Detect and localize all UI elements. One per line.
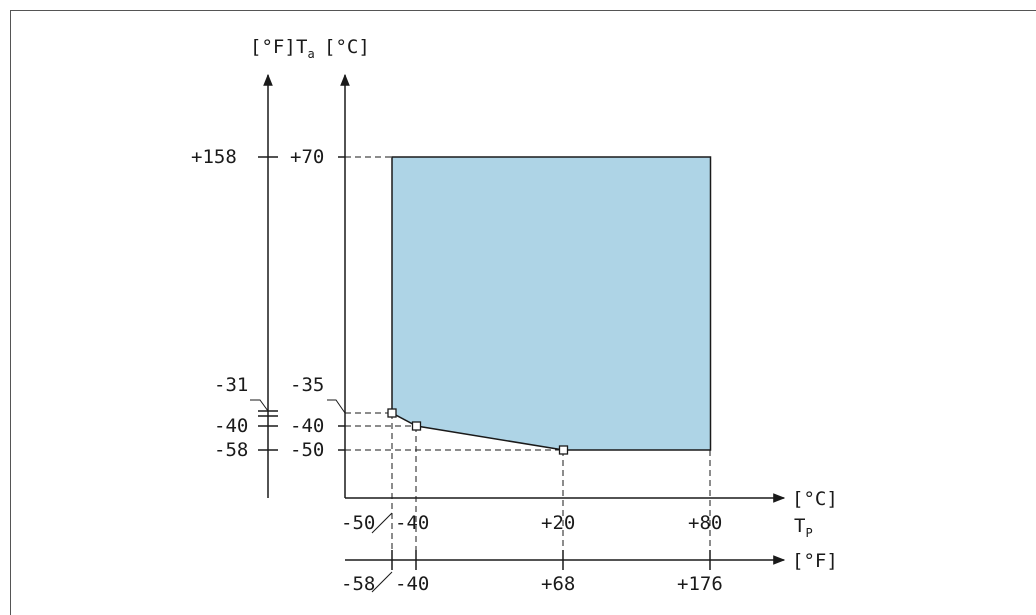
xtick-f-68: +68 [541,573,575,595]
y-unit-fahrenheit: [°F] [250,36,296,58]
ytick-c-minus50: -50 [290,439,324,461]
xtick-f-minus58: -58 [341,573,375,595]
x-symbol-subscript: P [805,526,812,540]
y-symbol: Ta [296,36,315,61]
x-unit-celsius: [°C] [792,488,838,510]
xtick-f-176: +176 [677,573,723,595]
xtick-f-minus40: -40 [395,573,429,595]
leader-y-minus31 [250,399,269,412]
leader-x-minus58 [371,571,393,593]
marked-point-3 [558,445,569,455]
x-unit-fahrenheit: [°F] [792,550,838,572]
leader-lines [250,399,393,593]
x-symbol-letter: T [794,515,805,537]
xtick-c-minus40: -40 [395,512,429,534]
y-symbol-subscript: a [307,47,314,61]
y-unit-celsius: [°C] [324,36,370,58]
operating-region [391,156,712,451]
ytick-f-minus31: -31 [214,374,248,396]
marked-point-1 [387,408,397,418]
ytick-f-158: +158 [191,146,237,168]
dashed-guides [345,156,711,559]
ytick-c-minus35: -35 [290,374,324,396]
leader-x-minus50 [371,512,393,534]
xtick-c-20: +20 [541,512,575,534]
xtick-c-80: +80 [688,512,722,534]
ytick-c-minus40: -40 [290,415,324,437]
xtick-c-minus50: -50 [341,512,375,534]
x-symbol: TP [794,515,813,540]
marked-point-2 [411,421,422,431]
ytick-c-70: +70 [290,146,324,168]
leader-y-minus35 [327,399,346,414]
ytick-f-minus40: -40 [214,415,248,437]
marked-points [387,408,569,455]
y-symbol-letter: T [296,36,307,58]
figure-frame [10,10,1036,615]
ytick-f-minus58: -58 [214,439,248,461]
